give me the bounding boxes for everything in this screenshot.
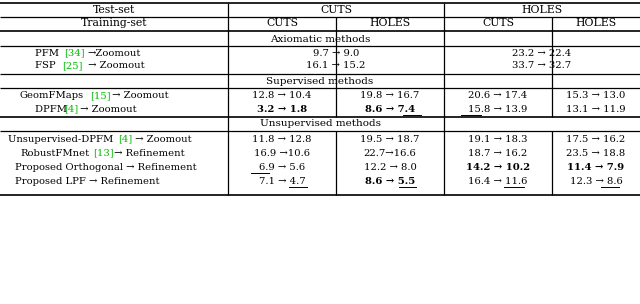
Text: DPFM: DPFM (35, 105, 70, 113)
Text: 19.5 → 18.7: 19.5 → 18.7 (360, 134, 420, 143)
Text: 11.8 → 12.8: 11.8 → 12.8 (252, 134, 312, 143)
Text: HOLES: HOLES (369, 18, 411, 28)
Text: 19.8 → 16.7: 19.8 → 16.7 (360, 92, 420, 101)
Text: 33.7 → 32.7: 33.7 → 32.7 (513, 61, 572, 71)
Text: 6.9 → 5.6: 6.9 → 5.6 (259, 163, 305, 171)
Text: CUTS: CUTS (482, 18, 514, 28)
Text: 22.7→16.6: 22.7→16.6 (364, 148, 417, 157)
Text: 12.3 → 8.6: 12.3 → 8.6 (570, 177, 622, 185)
Text: 14.2 → 10.2: 14.2 → 10.2 (466, 163, 530, 171)
Text: GeomFMaps: GeomFMaps (20, 92, 84, 101)
Text: Unsupervised methods: Unsupervised methods (259, 119, 381, 129)
Text: Supervised methods: Supervised methods (266, 77, 374, 85)
Text: 19.1 → 18.3: 19.1 → 18.3 (468, 134, 528, 143)
Text: 18.7 → 16.2: 18.7 → 16.2 (468, 148, 527, 157)
Text: 23.2 → 22.4: 23.2 → 22.4 (513, 49, 572, 57)
Text: Proposed Orthogonal → Refinement: Proposed Orthogonal → Refinement (15, 163, 196, 171)
Text: HOLES: HOLES (522, 5, 563, 15)
Text: 8.6 → 7.4: 8.6 → 7.4 (365, 105, 415, 113)
Text: → Zoomout: → Zoomout (85, 61, 145, 71)
Text: Proposed LPF → Refinement: Proposed LPF → Refinement (15, 177, 159, 185)
Text: [25]: [25] (62, 61, 83, 71)
Text: → Zoomout: → Zoomout (132, 134, 191, 143)
Text: 3.2 → 1.8: 3.2 → 1.8 (257, 105, 307, 113)
Text: 11.4 → 7.9: 11.4 → 7.9 (568, 163, 625, 171)
Text: CUTS: CUTS (266, 18, 298, 28)
Text: 12.8 → 10.4: 12.8 → 10.4 (252, 92, 312, 101)
Text: 9.7 → 9.0: 9.7 → 9.0 (313, 49, 359, 57)
Text: [13]: [13] (93, 148, 114, 157)
Text: FSP: FSP (35, 61, 59, 71)
Text: 15.8 → 13.9: 15.8 → 13.9 (468, 105, 528, 113)
Text: 16.9 →10.6: 16.9 →10.6 (254, 148, 310, 157)
Text: Training-set: Training-set (81, 18, 147, 28)
Text: 17.5 → 16.2: 17.5 → 16.2 (566, 134, 626, 143)
Text: [4]: [4] (64, 105, 78, 113)
Text: 13.1 → 11.9: 13.1 → 11.9 (566, 105, 626, 113)
Text: [4]: [4] (118, 134, 132, 143)
Text: PFM: PFM (35, 49, 62, 57)
Text: 12.2 → 8.0: 12.2 → 8.0 (364, 163, 417, 171)
Text: Axiomatic methods: Axiomatic methods (270, 34, 370, 43)
Text: 16.4 → 11.6: 16.4 → 11.6 (468, 177, 528, 185)
Text: 7.1 → 4.7: 7.1 → 4.7 (259, 177, 305, 185)
Text: 8.6 → 5.5: 8.6 → 5.5 (365, 177, 415, 185)
Text: RobustFMnet: RobustFMnet (20, 148, 89, 157)
Text: →Zoomout: →Zoomout (87, 49, 140, 57)
Text: Test-set: Test-set (93, 5, 135, 15)
Text: → Zoomout: → Zoomout (109, 92, 168, 101)
Text: [15]: [15] (90, 92, 111, 101)
Text: 16.1 → 15.2: 16.1 → 15.2 (307, 61, 365, 71)
Text: Unsupervised-DPFM: Unsupervised-DPFM (8, 134, 116, 143)
Text: 15.3 → 13.0: 15.3 → 13.0 (566, 92, 626, 101)
Text: [34]: [34] (64, 49, 84, 57)
Text: CUTS: CUTS (320, 5, 352, 15)
Text: → Zoomout: → Zoomout (77, 105, 136, 113)
Text: 20.6 → 17.4: 20.6 → 17.4 (468, 92, 527, 101)
Text: HOLES: HOLES (575, 18, 616, 28)
Text: 23.5 → 18.8: 23.5 → 18.8 (566, 148, 626, 157)
Text: → Refinement: → Refinement (111, 148, 184, 157)
